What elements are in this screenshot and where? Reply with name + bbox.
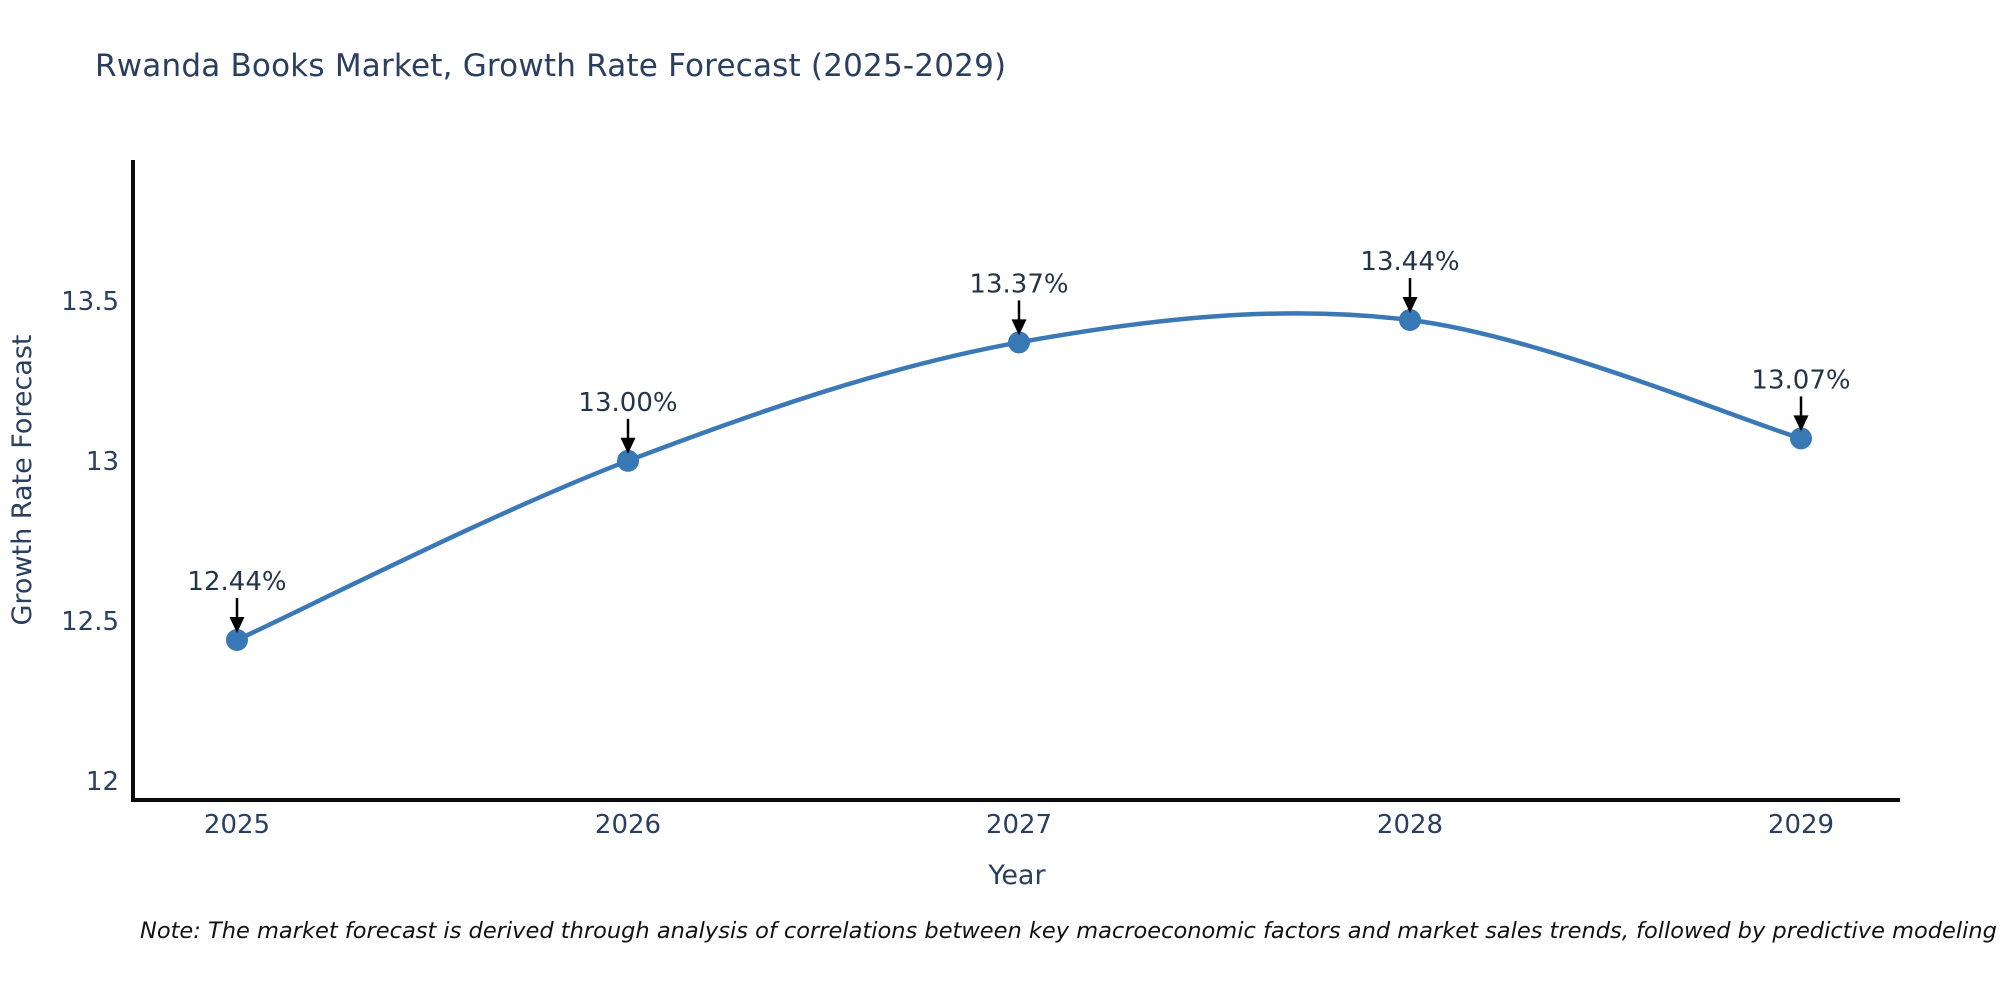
point-annotation: 13.00% bbox=[578, 388, 677, 418]
annotation-arrowhead bbox=[1793, 415, 1809, 432]
trend-line bbox=[234, 311, 1804, 643]
data-point bbox=[1790, 427, 1812, 450]
x-tick-label: 2028 bbox=[1377, 810, 1443, 840]
x-tick-label: 2025 bbox=[204, 810, 270, 840]
data-point bbox=[1008, 331, 1030, 354]
point-annotation: 13.44% bbox=[1360, 247, 1459, 277]
chart-title: Rwanda Books Market, Growth Rate Forecas… bbox=[95, 48, 1007, 84]
data-point bbox=[1399, 309, 1421, 331]
point-annotation: 12.44% bbox=[187, 567, 286, 597]
x-tick-label: 2026 bbox=[595, 810, 661, 840]
x-tick-label: 2029 bbox=[1768, 810, 1834, 840]
data-point bbox=[226, 629, 248, 651]
annotation-arrowhead bbox=[1402, 297, 1418, 313]
y-tick-label: 13.5 bbox=[61, 287, 119, 317]
annotation-arrowhead bbox=[1011, 319, 1027, 336]
data-point bbox=[617, 449, 639, 472]
y-tick-label: 12 bbox=[86, 767, 119, 797]
footnote: Note: The market forecast is derived thr… bbox=[140, 918, 2000, 944]
annotation-arrowhead bbox=[620, 437, 636, 454]
point-annotation: 13.37% bbox=[969, 269, 1068, 299]
y-tick-label: 13 bbox=[86, 447, 119, 477]
y-axis-title: Growth Rate Forecast bbox=[7, 334, 38, 626]
y-tick-label: 12.5 bbox=[61, 607, 119, 637]
x-tick-label: 2027 bbox=[986, 810, 1052, 840]
annotation-arrowhead bbox=[229, 617, 245, 633]
point-annotation: 13.07% bbox=[1751, 365, 1850, 395]
x-axis-title: Year bbox=[988, 860, 1046, 891]
